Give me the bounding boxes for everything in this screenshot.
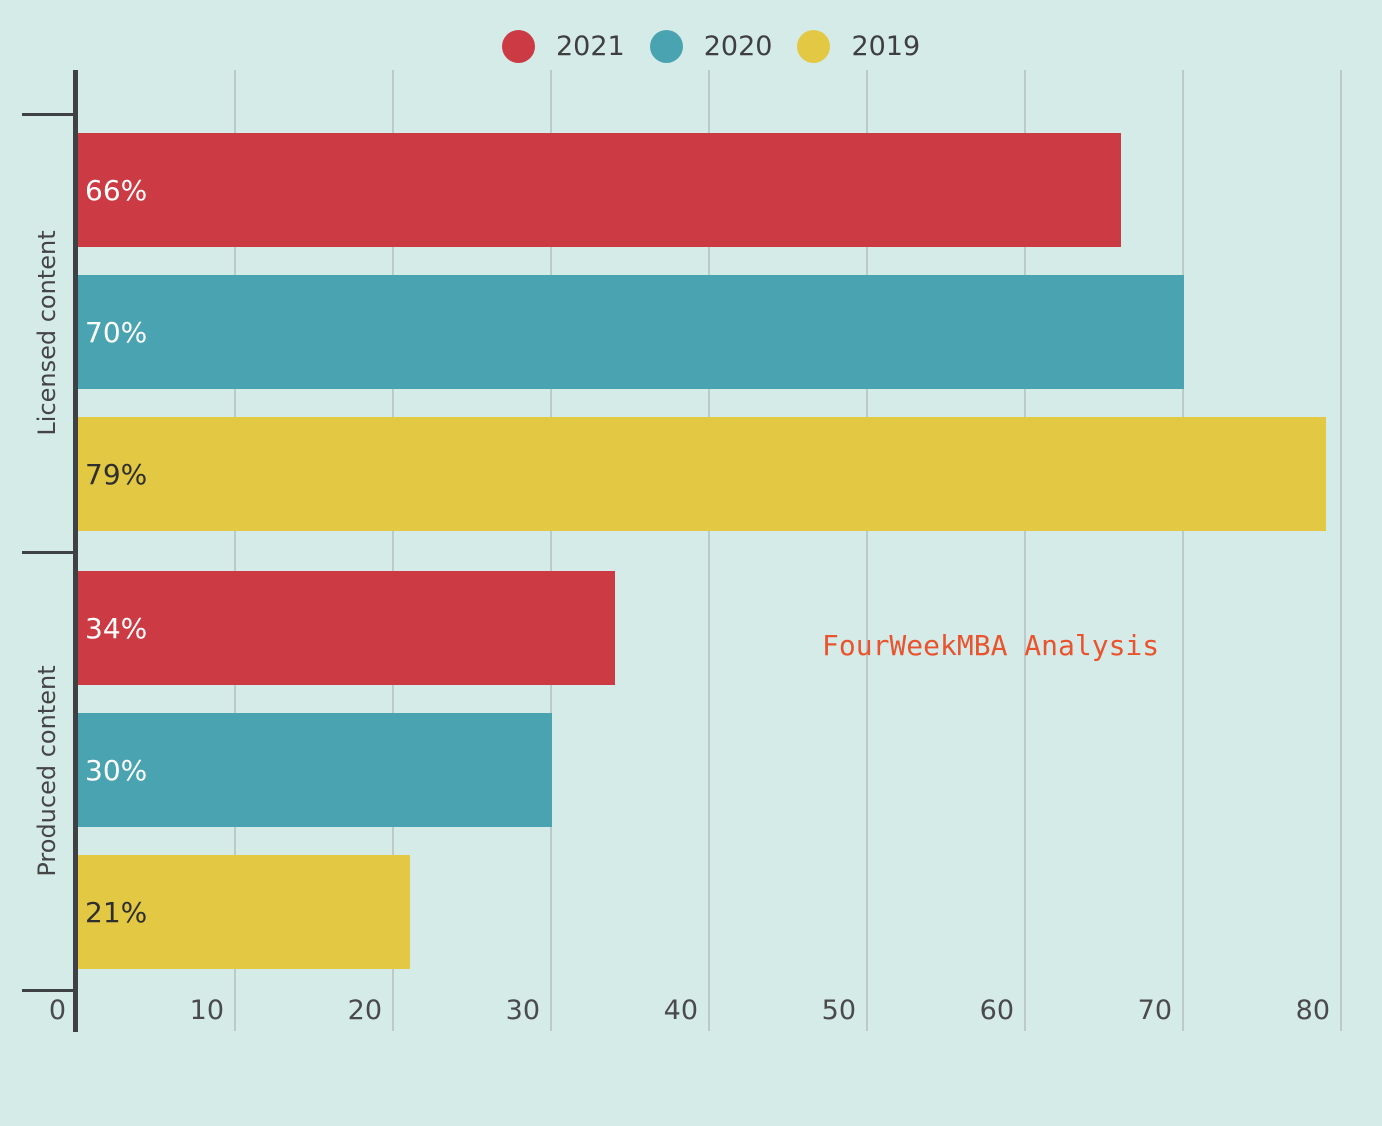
bar-value-label: 34% [85,611,148,645]
legend-item-2021: 2021 [502,30,625,63]
bar-2020-licensed-content: 70% [78,275,1184,389]
gridline-70 [1182,70,1184,1031]
legend-label: 2021 [556,31,625,62]
x-tick-label-10: 10 [189,995,224,1026]
bar-value-label: 21% [85,895,148,929]
gridline-40 [708,70,710,1031]
legend-swatch-2020 [649,30,683,63]
x-tick-label-30: 30 [505,995,540,1026]
x-tick-label-50: 50 [821,995,856,1026]
gridline-20 [392,70,394,1031]
x-tick-label-40: 40 [663,995,698,1026]
category-label-produced-content: Produced content [33,665,61,877]
x-tick-label-20: 20 [347,995,382,1026]
x-tick-label-80: 80 [1295,995,1330,1026]
legend-swatch-2021 [502,30,535,63]
legend-label: 2020 [703,31,773,62]
category-tick-2 [22,989,77,992]
bar-2021-produced-content: 34% [78,571,615,685]
x-tick-label-60: 60 [979,995,1014,1026]
legend-item-2020: 2020 [649,30,773,63]
bar-value-label: 79% [85,457,148,491]
x-tick-label-70: 70 [1137,995,1172,1026]
bar-value-label: 30% [85,753,148,787]
bar-value-label: 70% [85,315,148,349]
bar-2020-produced-content: 30% [78,713,552,827]
legend-swatch-2019 [797,30,831,63]
gridline-10 [234,70,236,1031]
category-tick-1 [22,551,77,554]
legend: 2021 2020 2019 [502,30,920,63]
gridline-30 [550,70,552,1031]
gridline-50 [866,70,868,1031]
legend-label: 2019 [851,31,921,62]
bar-2021-licensed-content: 66% [78,133,1121,247]
category-label-licensed-content: Licensed content [33,230,61,436]
bar-2019-produced-content: 21% [78,855,410,969]
x-tick-label-0: 0 [48,995,66,1026]
legend-item-2019: 2019 [797,30,920,63]
bar-value-label: 66% [85,173,148,207]
bar-2019-licensed-content: 79% [78,417,1326,531]
annotation-watermark: FourWeekMBA Analysis [822,629,1160,662]
gridline-60 [1024,70,1026,1031]
category-tick-0 [22,113,77,116]
gridline-80 [1340,70,1342,1031]
